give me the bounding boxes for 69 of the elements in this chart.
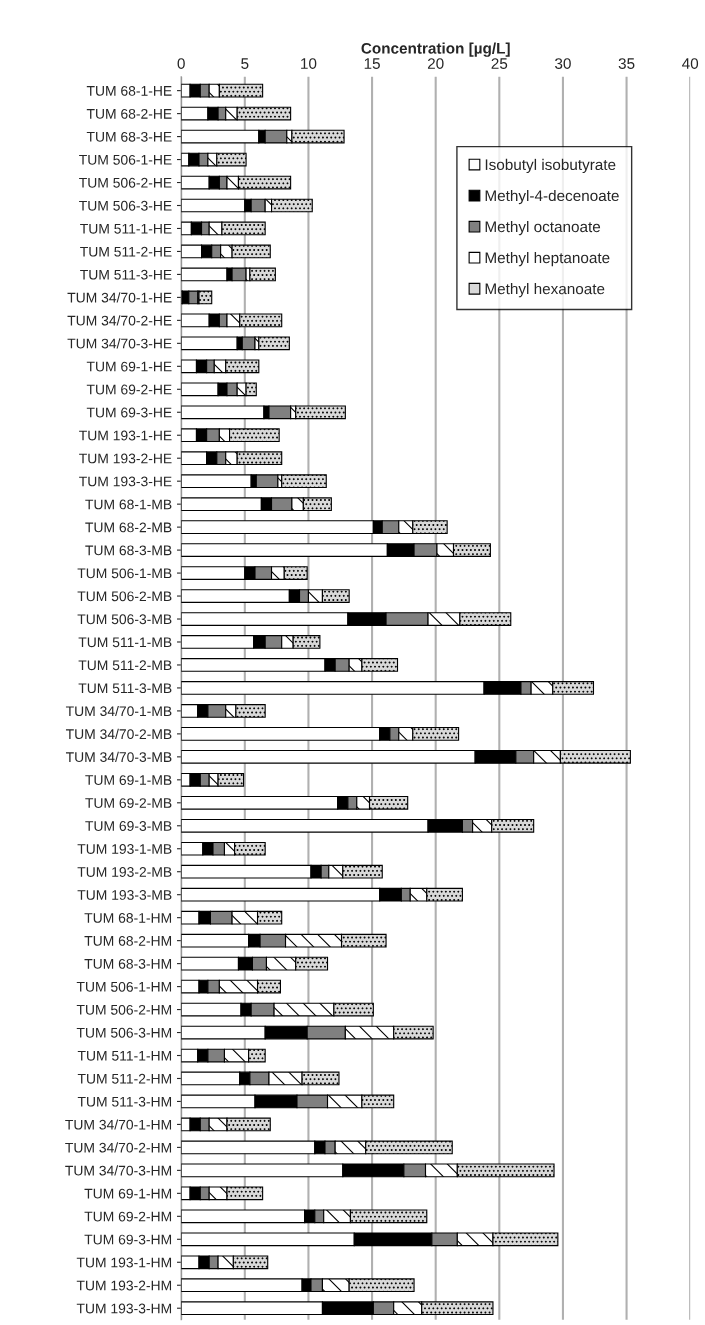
y-tick-label: TUM 69-1-MB <box>85 775 172 785</box>
y-tick-label: TUM 34/70-2-HM <box>65 1142 172 1153</box>
y-tick-label: TUM 506-1-HE <box>79 154 172 165</box>
y-tick-label: TUM 34/70-1-MB <box>65 705 172 717</box>
y-tick-label: TUM 511-1-HE <box>80 223 172 234</box>
y-tick-label: TUM 506-3-HM <box>76 1027 172 1038</box>
y-tick-label: TUM 511-2-HE <box>80 246 172 257</box>
y-tick-label: TUM 511-1-MB <box>78 637 172 648</box>
y-tick-label: TUM 34/70-3-MB <box>65 751 172 763</box>
x-tick-label: 10 <box>301 58 317 69</box>
x-tick-label: 5 <box>241 58 249 69</box>
y-tick-label: TUM 193-1-HE <box>79 430 172 441</box>
y-tick-label: TUM 68-1-HE <box>86 85 172 96</box>
y-tick-label: TUM 511-2-MB <box>78 660 172 671</box>
x-tick-label: 15 <box>364 58 380 69</box>
y-tick-label: TUM 193-2-HE <box>79 453 172 464</box>
y-tick-label: TUM 193-2-MB <box>77 867 172 877</box>
y-tick-label: TUM 69-2-MB <box>85 798 172 808</box>
y-tick-label: TUM 68-1-HM <box>84 913 172 923</box>
y-tick-label: TUM 511-1-HM <box>77 1050 172 1061</box>
y-tick-label: TUM 68-2-HM <box>84 935 172 946</box>
x-tick-label: 40 <box>682 58 699 69</box>
x-axis-title: Concentration [µg/L] <box>361 42 510 57</box>
x-tick-label: 35 <box>618 58 635 69</box>
y-tick-label: TUM 193-2-HM <box>76 1280 172 1291</box>
legend-label: Isobutyl isobutyrate <box>485 158 616 174</box>
y-tick-label: TUM 68-3-HE <box>86 131 172 142</box>
y-tick-label: TUM 68-3-HM <box>84 958 172 969</box>
y-tick-label: TUM 511-3-HE <box>80 269 172 280</box>
x-tick-label: 30 <box>555 58 571 69</box>
y-tick-label: TUM 34/70-1-HE <box>67 292 172 303</box>
y-tick-label: TUM 69-3-MB <box>85 821 172 831</box>
y-tick-label: TUM 193-3-HM <box>76 1303 172 1314</box>
y-tick-label: TUM 506-1-MB <box>77 568 172 579</box>
y-tick-label: TUM 68-2-MB <box>85 522 172 533</box>
y-tick-label: TUM 511-2-HM <box>77 1073 172 1084</box>
y-tick-label: TUM 69-2-HM <box>84 1211 172 1222</box>
y-tick-label: TUM 506-2-MB <box>77 591 172 602</box>
y-tick-label: TUM 193-3-HE <box>79 476 172 487</box>
y-tick-label: TUM 511-3-MB <box>78 683 172 694</box>
y-tick-label: TUM 34/70-2-MB <box>65 728 172 740</box>
y-tick-label: TUM 34/70-1-HM <box>65 1119 172 1130</box>
y-tick-label: TUM 193-1-MB <box>77 844 172 854</box>
y-tick-label: TUM 69-3-HM <box>84 1234 172 1245</box>
y-tick-label: TUM 193-1-HM <box>76 1257 172 1268</box>
y-tick-label: TUM 69-1-HM <box>84 1188 172 1199</box>
x-tick-label: 25 <box>491 58 508 69</box>
y-tick-label: TUM 69-1-HE <box>86 361 172 372</box>
x-tick-label: 20 <box>427 58 444 69</box>
y-tick-label: TUM 69-3-HE <box>86 407 172 418</box>
y-tick-label: TUM 511-3-HM <box>77 1096 172 1107</box>
y-tick-label: TUM 506-3-HE <box>79 200 172 211</box>
y-tick-label: TUM 34/70-2-HE <box>67 315 172 326</box>
x-tick-label: 0 <box>177 58 185 69</box>
legend-label: Methyl-4-decenoate <box>485 189 619 205</box>
legend-label: Methyl hexanoate <box>485 283 605 298</box>
y-tick-label: TUM 193-3-MB <box>77 890 172 900</box>
legend-label: Methyl octanoate <box>485 220 601 236</box>
y-tick-label: TUM 69-2-HE <box>86 384 172 395</box>
y-tick-label: TUM 506-3-MB <box>77 614 172 625</box>
y-tick-label: TUM 68-1-MB <box>85 499 172 510</box>
y-tick-label: TUM 34/70-3-HE <box>67 338 172 349</box>
y-tick-label: TUM 506-2-HM <box>76 1004 172 1015</box>
y-tick-label: TUM 68-2-HE <box>86 108 172 119</box>
legend-label: Methyl heptanoate <box>485 252 610 267</box>
y-tick-label: TUM 34/70-3-HM <box>65 1165 172 1176</box>
y-tick-label: TUM 68-3-MB <box>85 545 172 556</box>
y-tick-label: TUM 506-2-HE <box>79 177 172 188</box>
y-tick-label: TUM 506-1-HM <box>76 981 172 992</box>
